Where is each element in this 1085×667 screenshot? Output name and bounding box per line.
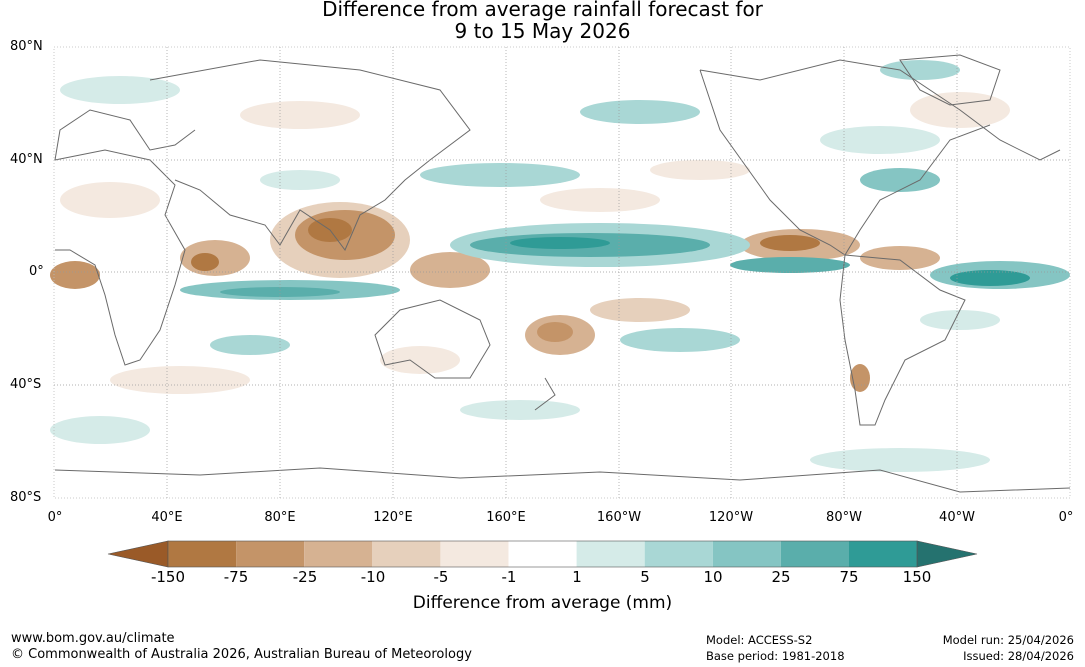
lon-label-120w: 120°W [708,510,754,525]
lat-label-40s: 40°S [10,377,42,392]
colorbar [107,540,978,568]
asia-coastline [149,59,471,251]
graticule [54,47,1070,498]
europe-coastline [54,109,196,161]
lat-label-80n: 80°N [10,39,43,54]
colorbar-extend-low [107,540,169,568]
colorbar-label: 5 [640,568,650,586]
colorbar-label: 150 [902,568,932,586]
colorbar-segment [440,541,509,567]
colorbar-segment [372,541,441,567]
antarctica-coastline [54,467,1071,493]
wetter-than-average-regions [50,60,1070,472]
colorbar-label: -150 [150,568,186,586]
lat-label-80s: 80°S [10,490,42,505]
colorbar-label: -25 [292,568,318,586]
footer-copyright: © Commonwealth of Australia 2026, Austra… [11,647,472,662]
africa-coastline [54,149,186,366]
greenland-coastline [899,54,1001,106]
footer-issued: Issued: 28/04/2026 [963,649,1074,663]
lat-label-40n: 40°N [10,152,43,167]
lon-label-160w: 160°W [596,510,642,525]
colorbar-segment [849,541,918,567]
map-frame [53,46,1071,499]
footer-url: www.bom.gov.au/climate [11,631,175,646]
lon-label-80w: 80°W [826,510,862,525]
lon-label-0-left: 0° [47,510,63,525]
lat-label-equator: 0° [29,264,44,279]
colorbar-label: 25 [771,568,791,586]
chart-title-line-2: 9 to 15 May 2026 [454,19,631,43]
south-america-coastline [839,254,966,426]
colorbar-segment [168,541,237,567]
colorbar-segment [508,541,577,567]
colorbar-title: Difference from average (mm) [412,593,673,613]
colorbar-label: 10 [703,568,723,586]
lon-label-80e: 80°E [264,510,296,525]
north-america-coastline [699,59,1061,256]
footer-base-period: Base period: 1981-2018 [706,649,845,663]
colorbar-label: -75 [223,568,249,586]
drier-than-average-regions [50,92,1010,394]
australia-coastline [374,299,491,379]
colorbar-label: -10 [360,568,386,586]
colorbar-label: -1 [501,568,517,586]
lon-label-160e: 160°E [486,510,526,525]
colorbar-segment [712,541,781,567]
rainfall-anomaly-field [50,60,1070,472]
footer-model: Model: ACCESS-S2 [706,633,813,647]
new-zealand-coastline [534,377,556,411]
lon-label-0-right: 0° [1058,510,1074,525]
colorbar-segment [644,541,713,567]
colorbar-extend-high [916,540,978,568]
colorbar-label: -5 [433,568,449,586]
colorbar-label: 75 [839,568,859,586]
lon-label-40e: 40°E [151,510,183,525]
chart-title-line-1: Difference from average rainfall forecas… [322,0,763,21]
colorbar-segment [304,541,373,567]
colorbar-segment [780,541,849,567]
lon-label-120e: 120°E [373,510,413,525]
colorbar-segment [576,541,645,567]
lon-label-40w: 40°W [939,510,975,525]
colorbar-segment [236,541,305,567]
footer-model-run: Model run: 25/04/2026 [942,633,1074,647]
colorbar-frame [167,540,918,568]
colorbar-label: 1 [572,568,582,586]
coastlines [54,54,1071,493]
